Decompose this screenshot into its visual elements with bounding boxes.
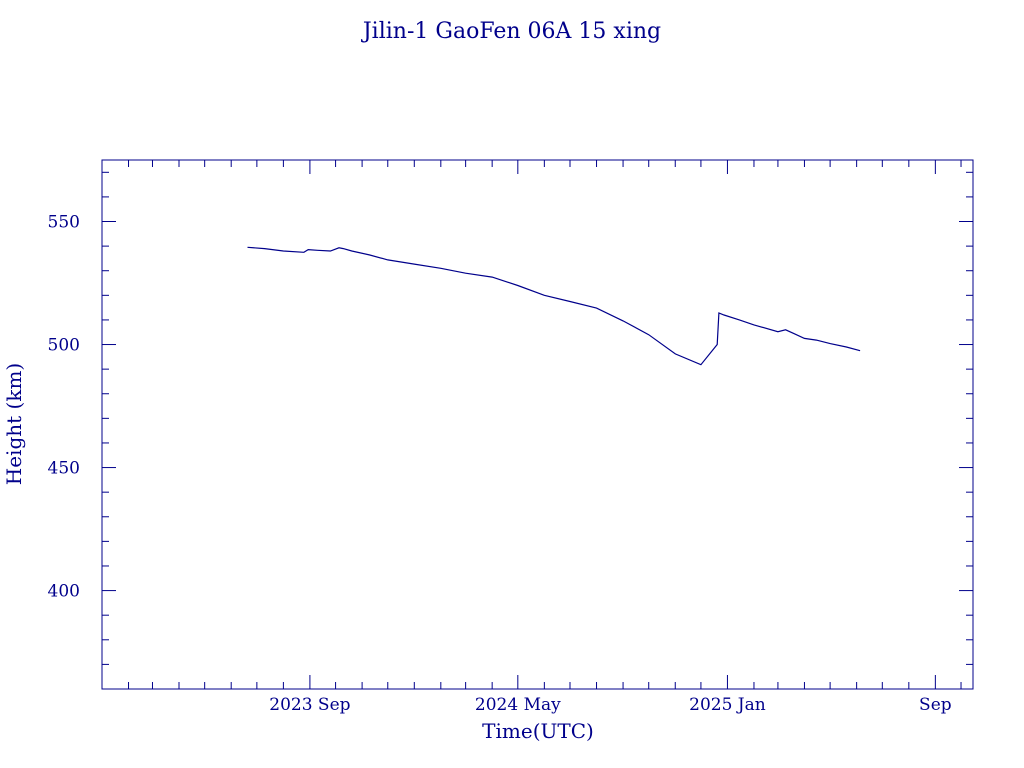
y-axis-label: Height (km) (2, 363, 26, 485)
x-tick-label: 2023 Sep (269, 695, 350, 715)
chart-title: Jilin-1 GaoFen 06A 15 xing (361, 19, 661, 44)
x-tick-label: 2025 Jan (689, 695, 766, 715)
y-tick-label: 400 (48, 582, 80, 602)
y-tick-label: 500 (48, 336, 80, 356)
y-tick-label: 550 (48, 213, 80, 233)
y-tick-label: 450 (48, 459, 80, 479)
x-tick-label: Sep (919, 695, 952, 715)
x-axis-label: Time(UTC) (482, 719, 594, 743)
plot-frame (101, 159, 974, 690)
x-tick-label: 2024 May (475, 695, 561, 715)
x-axis-ticks: 2023 Sep 2024 May 2025 Jan Sep (101, 160, 962, 715)
series-line (247, 246, 861, 366)
y-axis-ticks: 400 450 500 550 (48, 171, 973, 690)
